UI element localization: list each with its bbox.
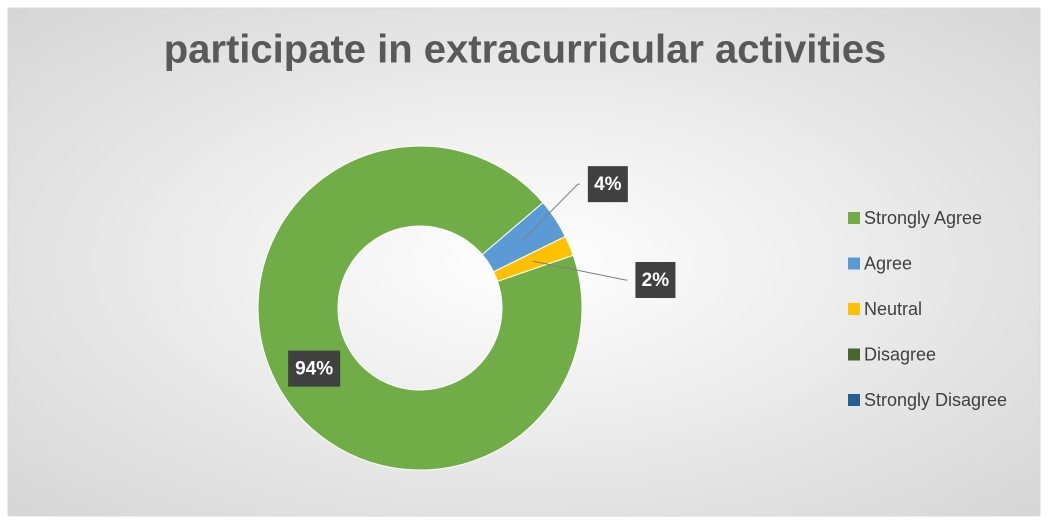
legend-label: Strongly Agree xyxy=(864,208,982,228)
donut-slice xyxy=(257,145,583,471)
legend-swatch xyxy=(848,303,860,315)
leader-line xyxy=(521,183,580,242)
legend-label: Strongly Disagree xyxy=(864,390,1007,410)
data-label: 94% xyxy=(295,359,333,380)
legend-swatch xyxy=(848,348,860,361)
data-label: 2% xyxy=(642,270,670,291)
data-label-box xyxy=(288,350,341,387)
data-label-box xyxy=(587,166,628,203)
data-label: 4% xyxy=(594,174,622,195)
legend-swatch xyxy=(848,257,860,270)
legend-label: Agree xyxy=(864,253,912,273)
legend-swatch xyxy=(848,212,860,224)
data-label-box xyxy=(635,262,676,299)
chart-title: participate in extracurricular activitie… xyxy=(164,28,887,72)
legend-label: Disagree xyxy=(864,344,936,364)
legend-label: Neutral xyxy=(864,299,922,319)
leader-line xyxy=(532,260,628,281)
legend-swatch xyxy=(848,394,860,406)
donut-slice xyxy=(492,235,574,282)
